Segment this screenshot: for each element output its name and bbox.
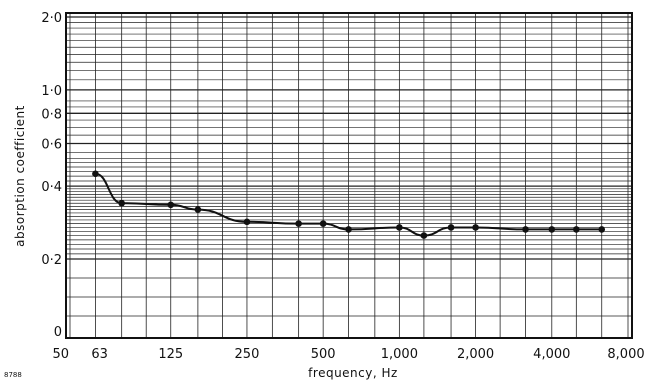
x-tick-label: 500 — [311, 347, 336, 362]
data-point — [167, 201, 175, 209]
x-tick-label: 250 — [235, 347, 260, 362]
y-tick-label: 0·2 — [41, 253, 62, 268]
x-tick-label: 8,000 — [607, 347, 644, 362]
data-point — [118, 199, 125, 207]
data-point — [548, 226, 556, 233]
data-point — [420, 232, 428, 239]
data-point — [522, 226, 529, 233]
data-point — [472, 224, 479, 231]
plot-frame — [65, 12, 633, 339]
x-tick-label: 4,000 — [533, 347, 570, 362]
y-tick-label: 1·0 — [41, 84, 62, 99]
y-axis-title: absorption coefficient — [13, 105, 27, 247]
series-line — [95, 172, 602, 237]
data-point — [194, 206, 202, 213]
x-tick-label: 50 — [52, 347, 69, 362]
data-point — [295, 220, 302, 227]
x-tick-label: 63 — [91, 347, 108, 362]
y-tick-labels: 0·2 0·4 0·6 0·8 1·0 2·0 0 — [41, 11, 62, 340]
data-series — [95, 172, 602, 237]
y-tick-label: 0·6 — [41, 138, 62, 153]
data-point — [345, 226, 352, 233]
x-tick-labels: 50 63 125 250 500 1,000 2,000 4,000 8,000 — [52, 347, 644, 362]
x-tick-label: 125 — [158, 347, 183, 362]
data-point — [243, 218, 251, 226]
x-tick-label: 2,000 — [457, 347, 494, 362]
y-tick-label: 0·8 — [41, 107, 62, 122]
x-axis-title: frequency, Hz — [308, 366, 398, 380]
grid — [66, 13, 632, 338]
data-point — [92, 170, 99, 178]
data-point — [598, 226, 606, 233]
y-tick-label: 2·0 — [41, 11, 62, 26]
data-point — [396, 224, 403, 231]
data-points — [92, 170, 606, 239]
figure-number: 8788 — [4, 371, 22, 379]
data-point — [573, 226, 580, 233]
x-tick-label: 1,000 — [381, 347, 418, 362]
data-point — [319, 220, 327, 227]
y-tick-label: 0·4 — [41, 180, 62, 195]
data-point — [447, 224, 455, 231]
y-tick-label: 0 — [54, 325, 62, 340]
